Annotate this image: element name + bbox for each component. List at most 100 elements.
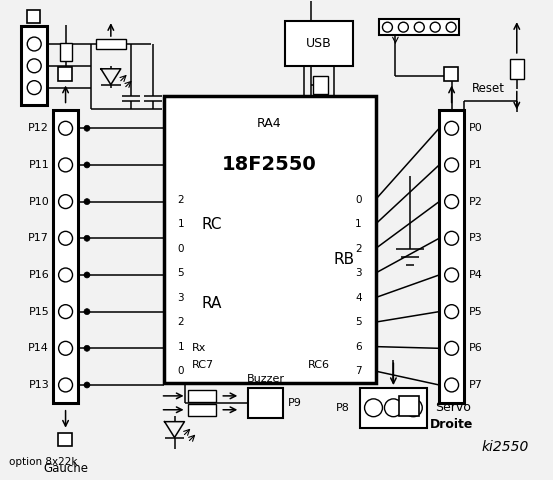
Text: 1: 1: [178, 342, 184, 352]
Text: P1: P1: [469, 160, 483, 170]
Text: 0: 0: [355, 194, 362, 204]
Circle shape: [27, 81, 41, 95]
Circle shape: [59, 121, 72, 135]
Text: P17: P17: [28, 233, 49, 243]
Circle shape: [445, 195, 458, 208]
Bar: [399, 396, 419, 416]
Circle shape: [84, 272, 90, 278]
Bar: [96, 39, 126, 49]
Circle shape: [445, 121, 458, 135]
Circle shape: [59, 195, 72, 208]
Text: RC7: RC7: [191, 360, 213, 370]
Circle shape: [414, 22, 424, 32]
Bar: [53, 110, 78, 403]
Bar: [379, 19, 459, 35]
Circle shape: [84, 345, 90, 351]
Bar: [444, 67, 458, 81]
Text: RC: RC: [201, 217, 222, 232]
Bar: [60, 43, 71, 61]
Text: 6: 6: [355, 342, 362, 352]
Bar: [285, 21, 353, 66]
Bar: [359, 388, 427, 428]
Text: RC6: RC6: [308, 360, 330, 370]
Text: Reset: Reset: [472, 82, 505, 95]
Circle shape: [383, 22, 393, 32]
Circle shape: [59, 378, 72, 392]
Circle shape: [84, 309, 90, 314]
Text: 4: 4: [355, 293, 362, 302]
Text: P12: P12: [28, 123, 49, 133]
Circle shape: [398, 22, 408, 32]
Text: ki2550: ki2550: [481, 441, 529, 455]
Circle shape: [59, 231, 72, 245]
Circle shape: [27, 37, 41, 51]
Circle shape: [430, 22, 440, 32]
Text: P10: P10: [28, 197, 49, 206]
Circle shape: [59, 268, 72, 282]
Text: RA: RA: [201, 296, 222, 311]
Text: P13: P13: [28, 380, 49, 390]
Bar: [248, 388, 283, 418]
Text: USB: USB: [306, 37, 332, 50]
Text: 3: 3: [178, 293, 184, 302]
Text: P9: P9: [288, 398, 302, 408]
Text: P16: P16: [28, 270, 49, 280]
Bar: [27, 10, 40, 23]
Text: P3: P3: [469, 233, 483, 243]
Circle shape: [445, 341, 458, 355]
Bar: [510, 59, 524, 79]
Text: 3: 3: [355, 268, 362, 278]
Circle shape: [404, 399, 422, 417]
Text: P14: P14: [28, 343, 49, 353]
Text: Servo: Servo: [435, 401, 471, 414]
Circle shape: [84, 162, 90, 168]
Text: Buzzer: Buzzer: [247, 374, 285, 384]
Text: P5: P5: [469, 307, 483, 317]
Circle shape: [384, 399, 403, 417]
Circle shape: [445, 268, 458, 282]
Circle shape: [445, 305, 458, 319]
Text: 5: 5: [178, 268, 184, 278]
Circle shape: [446, 22, 456, 32]
Text: 2: 2: [178, 317, 184, 327]
Circle shape: [84, 125, 90, 131]
Text: 18F2550: 18F2550: [222, 156, 317, 174]
Text: 1: 1: [178, 219, 184, 229]
Circle shape: [445, 378, 458, 392]
Text: P7: P7: [469, 380, 483, 390]
Text: 7: 7: [355, 366, 362, 376]
Text: 1: 1: [355, 219, 362, 229]
Text: option 8x22k: option 8x22k: [9, 457, 78, 468]
Text: P2: P2: [469, 197, 483, 206]
Text: Gauche: Gauche: [43, 462, 88, 475]
Text: RA4: RA4: [257, 117, 282, 130]
Circle shape: [445, 231, 458, 245]
Bar: [189, 390, 216, 402]
Circle shape: [59, 341, 72, 355]
Circle shape: [59, 158, 72, 172]
Circle shape: [84, 199, 90, 204]
Text: Rx: Rx: [191, 343, 206, 353]
Text: 2: 2: [178, 194, 184, 204]
Text: P4: P4: [469, 270, 483, 280]
Text: 0: 0: [178, 244, 184, 253]
Circle shape: [364, 399, 383, 417]
Bar: [189, 404, 216, 416]
Circle shape: [59, 305, 72, 319]
Text: 0: 0: [178, 366, 184, 376]
Bar: [58, 432, 72, 446]
Text: P15: P15: [28, 307, 49, 317]
Text: 5: 5: [355, 317, 362, 327]
Text: P0: P0: [469, 123, 483, 133]
Bar: [439, 110, 464, 403]
Text: Droite: Droite: [430, 418, 473, 431]
Text: P8: P8: [336, 403, 349, 413]
Text: P6: P6: [469, 343, 483, 353]
Bar: [164, 96, 375, 383]
Circle shape: [84, 382, 90, 388]
Bar: [58, 67, 72, 81]
Text: P11: P11: [28, 160, 49, 170]
Bar: [313, 76, 328, 94]
Bar: [21, 26, 47, 106]
Circle shape: [84, 235, 90, 241]
